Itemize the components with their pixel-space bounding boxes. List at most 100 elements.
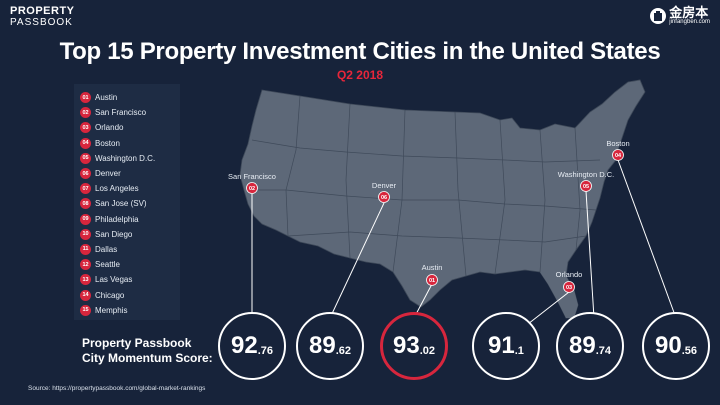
brand-line-1: PROPERTY — [10, 5, 75, 17]
city-pin: Austin 01 — [422, 263, 443, 286]
legend-number-badge: 13 — [80, 274, 91, 286]
pin-marker-icon — [612, 149, 624, 161]
legend-number-badge: 14 — [80, 289, 91, 301]
city-pin: Denver 06 — [372, 181, 397, 203]
legend-item: 12 Seattle — [80, 257, 180, 272]
pins-group: San Francisco 02 Denver 06 Austin 01 Orlando 03… — [228, 139, 630, 293]
score-circle-san-francisco: 92.76 — [218, 312, 286, 380]
legend-city-label: San Jose (SV) — [95, 199, 147, 209]
score-decimal: .74 — [595, 345, 611, 357]
legend-city-label: Orlando — [95, 123, 124, 133]
us-mainland-shape — [239, 79, 646, 319]
pin-city-label: Austin — [422, 263, 443, 272]
legend-item: 02 San Francisco — [80, 105, 180, 120]
score-integer: 89 — [309, 332, 336, 359]
score-decimal: .56 — [681, 345, 697, 357]
city-pin: San Francisco 02 — [228, 172, 276, 194]
legend-item: 06 Denver — [80, 166, 180, 181]
pin-city-label: San Francisco — [228, 172, 276, 181]
legend-city-label: Dallas — [95, 244, 118, 254]
pin-city-label: Boston — [606, 139, 629, 148]
legend-item: 01 Austin — [80, 90, 180, 105]
score-decimal: .1 — [514, 345, 524, 357]
page-subtitle: Q2 2018 — [336, 68, 384, 82]
brand-logo: PROPERTY PASSBOOK — [10, 5, 75, 29]
legend-number-badge: 02 — [80, 107, 91, 119]
score-circle-denver: 89.62 — [296, 312, 364, 380]
pin-marker-icon — [580, 180, 592, 192]
score-integer: 89 — [569, 332, 596, 359]
legend-item: 05 Washington D.C. — [80, 151, 180, 166]
pin-marker-icon — [378, 191, 390, 203]
score-circle-austin: 93.02 — [380, 312, 448, 380]
pin-city-label: Washington D.C. — [558, 170, 614, 179]
pin-number: 06 — [381, 195, 387, 201]
score-circle-boston: 90.56 — [642, 312, 710, 380]
legend-number-badge: 03 — [80, 122, 91, 134]
pin-city-label: Denver — [372, 181, 397, 190]
source-note: Source: https://propertypassbook.com/glo… — [28, 385, 206, 392]
score-label-line-1: Property Passbook — [82, 336, 192, 350]
city-legend: 01 Austin 02 San Francisco 03 Orlando 04 Boston… — [74, 84, 180, 320]
legend-number-badge: 05 — [80, 152, 91, 164]
legend-city-label: San Diego — [95, 229, 133, 239]
legend-item: 11 Dallas — [80, 242, 180, 257]
pin-marker-icon — [426, 274, 438, 286]
score-circle-orlando: 91.1 — [472, 312, 540, 380]
pin-number: 02 — [249, 186, 255, 192]
legend-city-label: Boston — [95, 138, 120, 148]
legend-city-label: Seattle — [95, 260, 120, 270]
legend-item: 08 San Jose (SV) — [80, 196, 180, 211]
legend-city-label: Philadelphia — [95, 214, 139, 224]
score-integer: 92 — [231, 332, 258, 359]
legend-item: 10 San Diego — [80, 227, 180, 242]
legend-number-badge: 04 — [80, 137, 91, 149]
pin-number: 03 — [566, 285, 572, 291]
pin-city-label: Orlando — [556, 270, 583, 279]
legend-item: 03 Orlando — [80, 120, 180, 135]
legend-number-badge: 09 — [80, 213, 91, 225]
score-integer: 91 — [488, 332, 515, 359]
pin-marker-icon — [563, 281, 575, 293]
legend-number-badge: 10 — [80, 228, 91, 240]
score-integer: 90 — [655, 332, 682, 359]
legend-number-badge: 15 — [80, 304, 91, 316]
pin-marker-icon — [246, 182, 258, 194]
partner-url: jinfangben.com — [669, 19, 710, 25]
score-decimal: .76 — [257, 345, 273, 357]
building-icon — [650, 7, 667, 24]
pin-number: 04 — [615, 153, 622, 159]
legend-city-label: Denver — [95, 169, 121, 179]
legend-number-badge: 01 — [80, 92, 91, 104]
score-decimal: .62 — [335, 345, 351, 357]
legend-city-label: San Francisco — [95, 108, 147, 118]
legend-number-badge: 11 — [80, 243, 91, 255]
pin-number: 01 — [429, 278, 435, 284]
legend-number-badge: 06 — [80, 168, 91, 180]
state-borders — [246, 95, 601, 277]
legend-number-badge: 12 — [80, 259, 91, 271]
legend-city-label: Las Vegas — [95, 275, 133, 285]
brand-line-2: PASSBOOK — [10, 17, 73, 28]
partner-logo: 金房本 jinfangben.com — [650, 6, 710, 25]
partner-name: 金房本 — [669, 5, 709, 20]
legend-city-label: Washington D.C. — [95, 153, 156, 163]
city-pin: Washington D.C. 05 — [558, 170, 614, 192]
legend-city-label: Chicago — [95, 290, 125, 300]
page-title: Top 15 Property Investment Cities in the… — [59, 38, 661, 65]
legend-item: 13 Las Vegas — [80, 272, 180, 287]
pin-number: 05 — [583, 184, 589, 190]
legend-number-badge: 07 — [80, 183, 91, 195]
score-circle-washington-dc: 89.74 — [556, 312, 624, 380]
legend-city-label: Memphis — [95, 305, 128, 315]
legend-item: 14 Chicago — [80, 287, 180, 302]
legend-city-label: Austin — [95, 93, 118, 103]
legend-item: 07 Los Angeles — [80, 181, 180, 196]
city-pin: Boston 04 — [606, 139, 630, 161]
score-label-line-2: City Momentum Score: — [82, 351, 213, 365]
legend-item: 15 Memphis — [80, 303, 180, 318]
legend-number-badge: 08 — [80, 198, 91, 210]
score-integer: 93 — [393, 332, 420, 359]
legend-item: 04 Boston — [80, 136, 180, 151]
